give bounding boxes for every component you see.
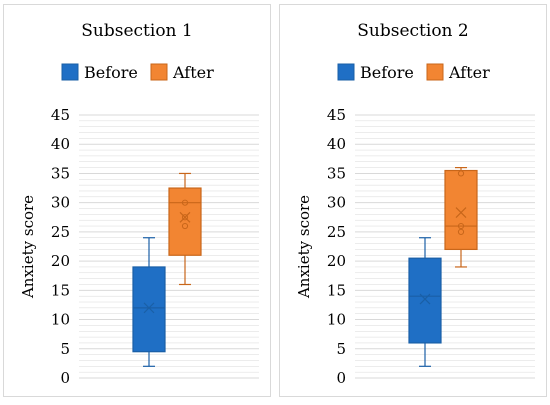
legend-swatch-after xyxy=(426,63,444,81)
chart-panel-subsection-2: Subsection 2 Before After 0 5 10 15 20 25 30 35 40 4… xyxy=(279,4,547,397)
mean-marker-before xyxy=(143,302,155,314)
y-tick-label: 45 xyxy=(327,106,346,124)
y-tick-label: 0 xyxy=(60,369,70,387)
legend-label-before: Before xyxy=(84,63,138,82)
data-point-after xyxy=(457,228,465,235)
legend-label-before: Before xyxy=(360,63,414,82)
box-before xyxy=(408,257,442,344)
data-point-after xyxy=(181,199,189,206)
y-tick-label: 10 xyxy=(327,311,346,329)
legend-swatch-after xyxy=(150,63,168,81)
box-before xyxy=(132,266,166,353)
y-tick-label: 0 xyxy=(336,369,346,387)
legend-label-after: After xyxy=(448,63,490,82)
mean-marker-after xyxy=(455,207,467,219)
legend-label-after: After xyxy=(172,63,214,82)
y-axis-label: Anxiety score xyxy=(295,195,313,299)
data-point-after xyxy=(181,214,189,221)
y-tick-label: 25 xyxy=(327,223,346,241)
y-tick-label: 5 xyxy=(60,340,70,358)
y-tick-label: 45 xyxy=(51,106,70,124)
y-tick-label: 40 xyxy=(51,135,70,153)
legend-swatch-before xyxy=(61,63,79,81)
chart-title: Subsection 1 xyxy=(81,21,192,41)
y-tick-label: 40 xyxy=(327,135,346,153)
data-point-after xyxy=(457,170,465,177)
y-tick-label: 30 xyxy=(327,194,346,212)
y-tick-label: 30 xyxy=(51,194,70,212)
chart-title: Subsection 2 xyxy=(357,21,468,41)
mean-marker-after xyxy=(179,211,191,223)
y-tick-label: 25 xyxy=(51,223,70,241)
y-tick-label: 10 xyxy=(51,311,70,329)
y-tick-label: 20 xyxy=(51,252,70,270)
data-point-after xyxy=(181,222,189,230)
mean-marker-before xyxy=(419,293,431,305)
y-tick-label: 15 xyxy=(327,281,346,299)
boxplot-chart-subsection-2: Subsection 2 Before After 0 5 10 15 20 25 30 35 40 4… xyxy=(295,21,535,387)
y-tick-label: 15 xyxy=(51,281,70,299)
y-tick-label: 20 xyxy=(327,252,346,270)
chart-panel-subsection-1: Subsection 1 Before After 0 5 10 15 20 25 30 35 40 4… xyxy=(3,4,271,397)
y-axis-label: Anxiety score xyxy=(19,195,37,299)
y-tick-label: 35 xyxy=(327,164,346,182)
boxplot-chart-subsection-1: Subsection 1 Before After 0 5 10 15 20 25 30 35 40 4… xyxy=(19,21,259,387)
y-tick-label: 35 xyxy=(51,164,70,182)
data-point-after xyxy=(457,222,465,230)
box-after xyxy=(444,169,478,251)
legend-swatch-before xyxy=(337,63,355,81)
y-tick-label: 5 xyxy=(336,340,346,358)
box-after xyxy=(168,187,202,256)
